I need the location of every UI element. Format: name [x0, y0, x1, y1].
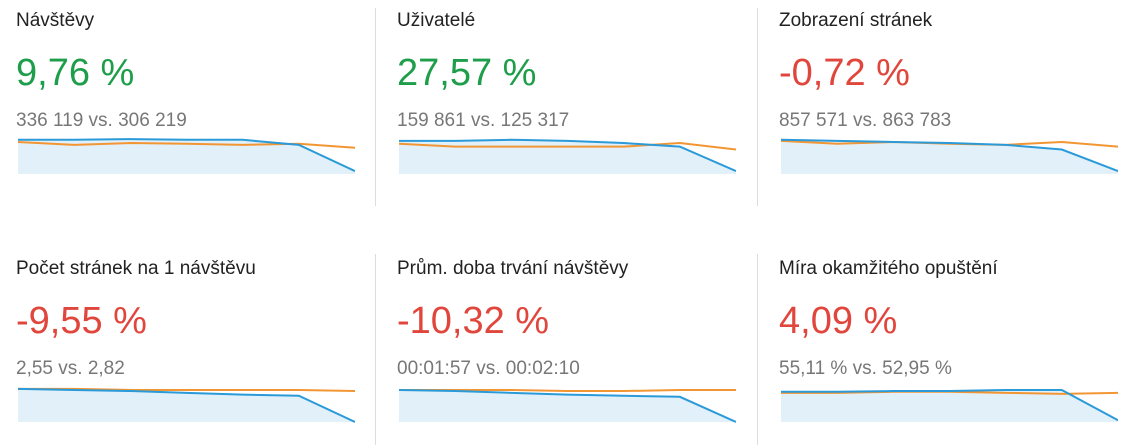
- scorecard: Míra okamžitého opuštění 4,09 % 55,11 % vs…: [779, 248, 1127, 448]
- sparkline: [399, 388, 736, 423]
- comparison: 55,11 % vs. 52,95 %: [779, 358, 952, 379]
- sparkline: [18, 387, 355, 423]
- card-title: Zobrazení stránek: [779, 10, 933, 31]
- previous-line: [399, 142, 736, 151]
- scorecard: Prům. doba trvání návštěvy -10,32 % 00:01:…: [397, 248, 747, 448]
- current-line: [18, 387, 355, 423]
- sparkline: [781, 138, 1118, 174]
- current-area: [781, 139, 1118, 174]
- previous-line: [18, 387, 355, 393]
- card-title: Návštěvy: [16, 10, 95, 31]
- comparison: 336 119 vs. 306 219: [16, 110, 187, 131]
- current-area: [781, 389, 1118, 422]
- card-title: Míra okamžitého opuštění: [779, 258, 998, 279]
- sparkline: [18, 138, 355, 174]
- previous-line: [18, 140, 355, 149]
- change-value: -0,72 %: [779, 52, 910, 94]
- scorecard: Uživatelé 27,57 % 159 861 vs. 125 317: [397, 0, 747, 200]
- current-line: [399, 388, 736, 423]
- current-area: [18, 388, 355, 422]
- separator: [375, 8, 376, 206]
- comparison: 857 571 vs. 863 783: [779, 110, 952, 131]
- separator: [375, 254, 376, 445]
- card-title: Prům. doba trvání návštěvy: [397, 258, 629, 279]
- change-value: -10,32 %: [397, 300, 550, 342]
- current-area: [399, 139, 736, 174]
- sparkline: [399, 138, 736, 174]
- change-value: 9,76 %: [16, 52, 135, 94]
- current-area: [399, 389, 736, 422]
- change-value: 27,57 %: [397, 52, 537, 94]
- comparison: 2,55 vs. 2,82: [16, 358, 125, 379]
- current-line: [18, 138, 355, 173]
- change-value: 4,09 %: [779, 300, 898, 342]
- card-title: Uživatelé: [397, 10, 476, 31]
- scorecard: Počet stránek na 1 návštěvu -9,55 % 2,55 v…: [16, 248, 366, 448]
- current-line: [399, 138, 736, 173]
- sparkline: [781, 388, 1118, 422]
- change-value: -9,55 %: [16, 300, 147, 342]
- current-line: [781, 388, 1118, 422]
- previous-line: [399, 388, 736, 393]
- comparison: 00:01:57 vs. 00:02:10: [397, 358, 580, 379]
- scorecard: Návštěvy 9,76 % 336 119 vs. 306 219: [16, 0, 366, 200]
- scorecard: Zobrazení stránek -0,72 % 857 571 vs. 863 …: [779, 0, 1127, 200]
- comparison: 159 861 vs. 125 317: [397, 110, 570, 131]
- separator: [757, 8, 758, 206]
- card-title: Počet stránek na 1 návštěvu: [16, 258, 256, 279]
- current-area: [18, 139, 355, 174]
- separator: [757, 254, 758, 445]
- current-line: [781, 138, 1118, 173]
